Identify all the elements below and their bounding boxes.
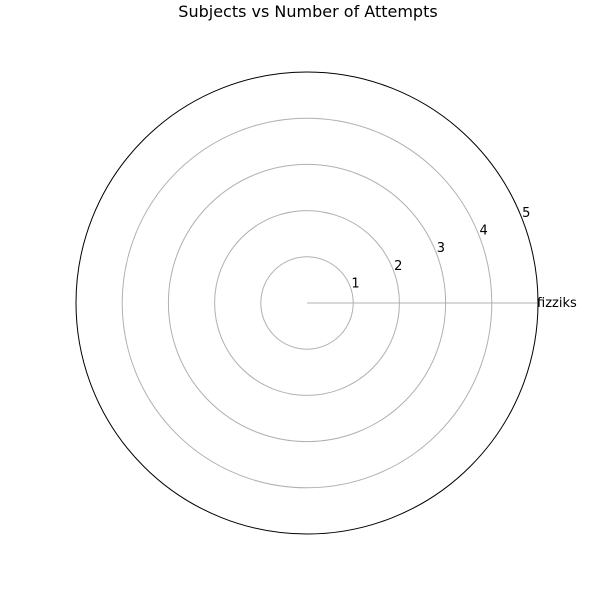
- radial-tick-label: 3: [437, 241, 445, 256]
- radial-tick-label: 1: [351, 277, 359, 292]
- chart-title: Subjects vs Number of Attempts: [178, 2, 437, 21]
- radial-tick-label: 2: [394, 259, 402, 274]
- radial-tick-label: 4: [479, 224, 487, 239]
- category-label: fizziks: [537, 296, 577, 311]
- category-labels: fizziks: [537, 296, 577, 311]
- radial-tick-label: 5: [522, 206, 530, 221]
- outer-ring: [75, 71, 539, 535]
- radial-tick-labels: 1 2 3 4 5: [351, 206, 530, 292]
